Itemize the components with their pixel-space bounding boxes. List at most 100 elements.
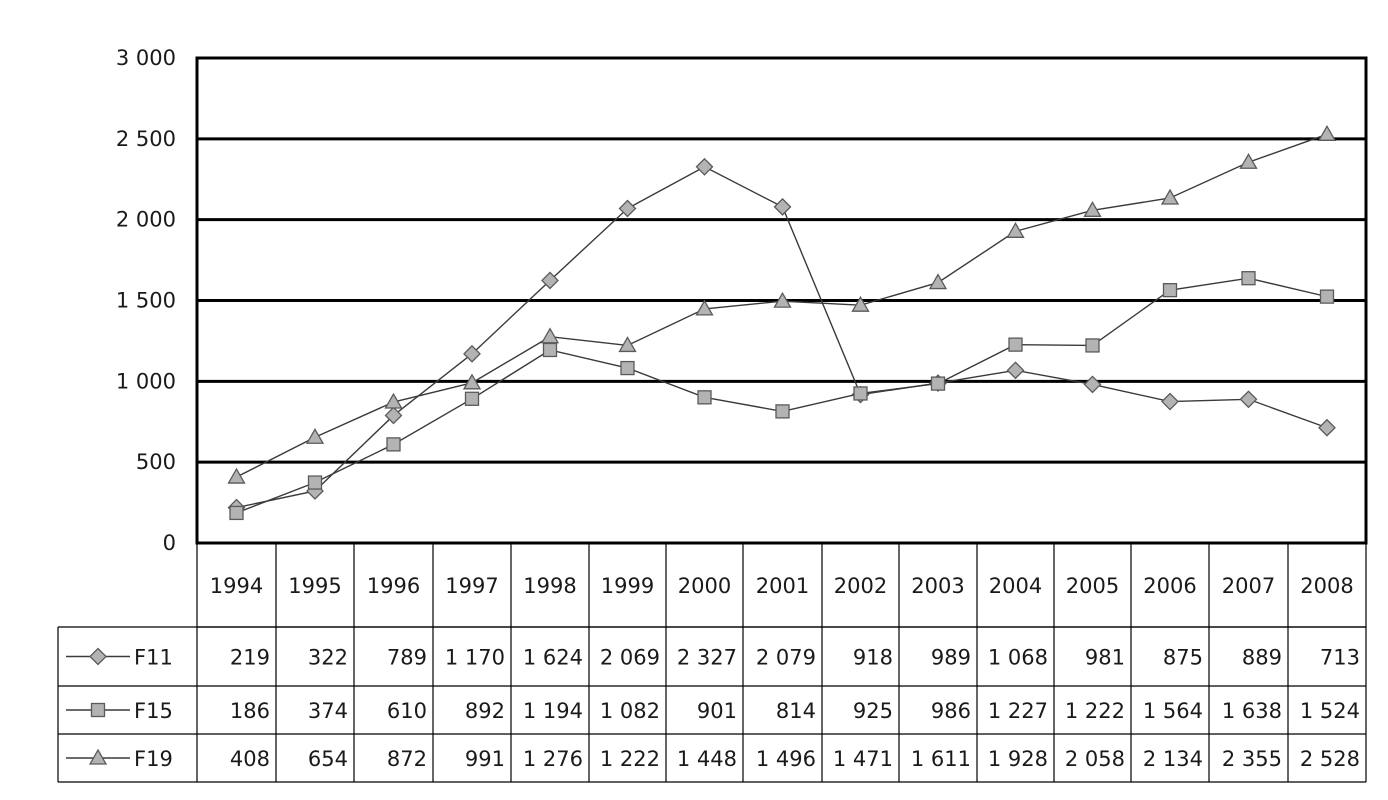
- data-point-f19: [1317, 124, 1337, 141]
- data-point-f15: [1319, 289, 1335, 304]
- data-label-f19: 2 058: [1065, 747, 1125, 771]
- x-category-label: 2006: [1143, 574, 1196, 598]
- data-label-f11: 889: [1242, 646, 1282, 670]
- data-point-f19: [1239, 152, 1258, 169]
- data-label-f19: 408: [230, 747, 270, 771]
- data-point-f15: [853, 386, 868, 401]
- data-point-f19: [305, 427, 325, 444]
- data-label-f15: 1 194: [523, 699, 583, 723]
- data-label-f15: 986: [931, 699, 971, 723]
- data-label-f19: 1 222: [600, 747, 660, 771]
- data-point-f15: [1162, 283, 1178, 298]
- data-point-f19: [227, 467, 246, 484]
- data-label-f15: 1 227: [988, 699, 1048, 723]
- data-point-f11: [1083, 375, 1102, 394]
- x-category-label: 2002: [834, 574, 887, 598]
- data-label-f11: 875: [1163, 646, 1203, 670]
- data-label-f11: 219: [230, 646, 270, 670]
- data-point-f11: [463, 344, 481, 363]
- data-label-f11: 918: [853, 646, 893, 670]
- data-point-f15: [464, 391, 480, 406]
- data-label-f19: 654: [308, 747, 348, 771]
- series-line-f15: [236, 277, 1328, 514]
- x-category-label: 2001: [756, 574, 809, 598]
- legend-label-f15: F15: [134, 699, 173, 723]
- y-tick-label: 1 000: [116, 369, 176, 393]
- data-point-f19: [540, 327, 560, 344]
- x-category-label: 2000: [678, 574, 731, 598]
- data-label-f11: 1 068: [988, 646, 1048, 670]
- x-category-label: 1996: [367, 574, 420, 598]
- data-point-f15: [386, 437, 401, 452]
- x-category-label: 2003: [911, 574, 964, 598]
- data-label-f11: 713: [1320, 646, 1360, 670]
- data-label-f11: 2 069: [600, 646, 660, 670]
- x-category-label: 2007: [1222, 574, 1275, 598]
- data-label-f19: 1 611: [911, 747, 971, 771]
- data-point-f11: [1239, 390, 1258, 409]
- data-label-f19: 991: [465, 747, 505, 771]
- legend-label-f11: F11: [134, 646, 173, 670]
- data-point-f19: [384, 392, 403, 409]
- x-category-label: 1999: [601, 574, 654, 598]
- y-tick-label: 2 500: [116, 127, 176, 151]
- data-point-f11: [695, 157, 714, 176]
- y-tick-label: 2 000: [116, 208, 176, 232]
- x-category-label: 2008: [1300, 574, 1353, 598]
- data-label-f11: 789: [387, 646, 427, 670]
- series-f15: [229, 271, 1335, 521]
- data-point-f15: [542, 342, 558, 358]
- series-f11: [227, 157, 1336, 517]
- data-label-f11: 989: [931, 646, 971, 670]
- data-label-f19: 1 928: [988, 747, 1048, 771]
- data-label-f19: 1 496: [756, 747, 816, 771]
- data-label-f15: 925: [853, 699, 893, 723]
- plot-area-frame: [195, 56, 1368, 545]
- data-label-f15: 610: [387, 699, 427, 723]
- x-category-label: 2004: [989, 574, 1042, 598]
- data-point-f19: [462, 373, 482, 390]
- x-category-label: 1997: [445, 574, 498, 598]
- data-label-f15: 892: [465, 699, 505, 723]
- data-point-f11: [541, 271, 559, 290]
- x-category-label: 1998: [523, 574, 576, 598]
- data-label-f19: 2 528: [1300, 747, 1360, 771]
- data-point-f11: [618, 199, 637, 218]
- y-tick-label: 500: [136, 450, 176, 474]
- data-point-f19: [773, 291, 792, 308]
- data-point-f19: [1160, 188, 1180, 205]
- data-point-f15: [697, 390, 712, 405]
- data-label-f11: 2 327: [677, 646, 737, 670]
- legend-marker-f19: [88, 748, 108, 765]
- data-point-f11: [1161, 392, 1179, 411]
- data-table: 1994 1995 1996 1997 1998 1999 2000 2001 2002 2003…: [57, 543, 1367, 783]
- data-label-f19: 1 448: [677, 747, 737, 771]
- data-label-f19: 1 471: [833, 747, 893, 771]
- series-f19: [227, 124, 1337, 484]
- data-label-f15: 814: [776, 699, 816, 723]
- y-tick-label: 1 500: [116, 289, 176, 313]
- legend-marker-f11: [89, 647, 107, 666]
- x-category-label: 1994: [210, 574, 263, 598]
- data-label-f11: 981: [1085, 646, 1125, 670]
- data-point-f19: [1083, 200, 1102, 217]
- y-tick-label: 3 000: [116, 46, 176, 70]
- data-label-f15: 1 638: [1222, 699, 1282, 723]
- data-label-f19: 2 134: [1143, 747, 1203, 771]
- data-label-f19: 2 355: [1222, 747, 1282, 771]
- data-point-f15: [1241, 271, 1256, 286]
- data-label-f15: 1 222: [1065, 699, 1125, 723]
- x-category-label: 2005: [1066, 574, 1119, 598]
- data-label-f11: 1 624: [523, 646, 583, 670]
- data-label-f15: 1 524: [1300, 699, 1360, 723]
- data-label-f15: 186: [230, 699, 270, 723]
- series-lines: [227, 124, 1337, 521]
- data-point-f19: [851, 295, 870, 312]
- series-line-f11: [236, 166, 1328, 509]
- x-category-label: 1995: [288, 574, 341, 598]
- data-label-f11: 322: [308, 646, 348, 670]
- data-point-f19: [618, 336, 637, 353]
- legend-label-f19: F19: [134, 747, 173, 771]
- data-point-f11: [1318, 418, 1336, 437]
